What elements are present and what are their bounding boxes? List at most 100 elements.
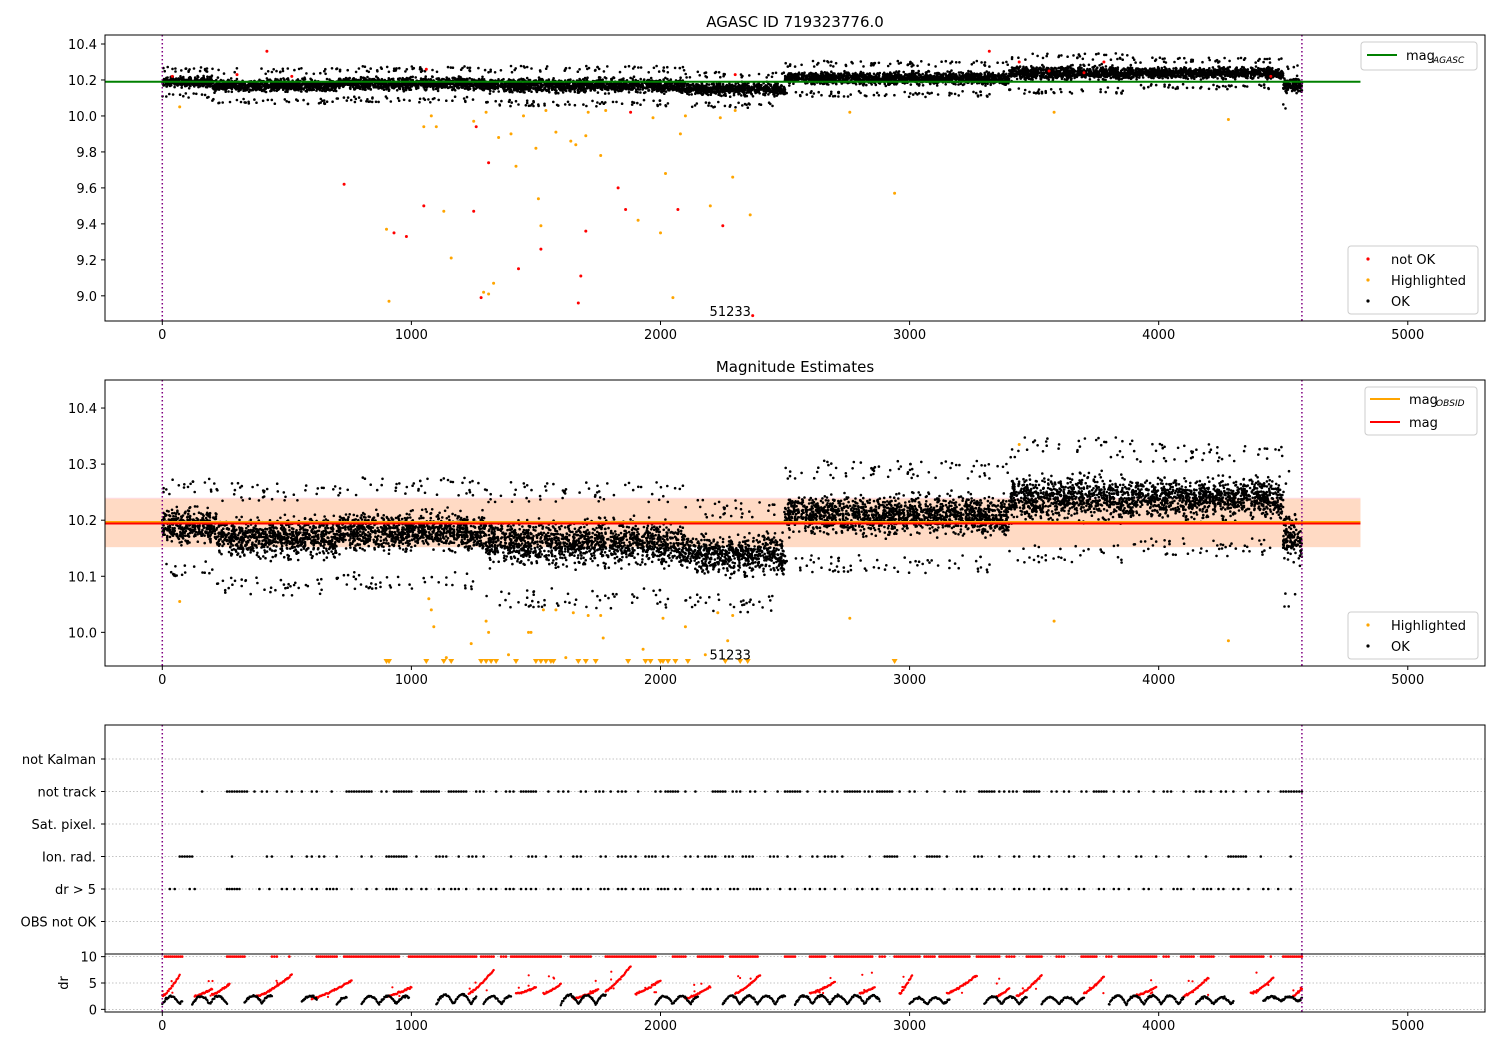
ok-point xyxy=(365,69,369,73)
ok-point xyxy=(718,91,721,95)
ok-point xyxy=(382,88,386,91)
ok-point xyxy=(495,82,498,85)
ok-point xyxy=(655,64,658,68)
ok-point xyxy=(231,83,235,86)
ok-point xyxy=(290,86,294,90)
ok-point xyxy=(211,67,214,71)
ok-point xyxy=(165,85,168,88)
ok-point xyxy=(563,103,567,106)
ok-point xyxy=(944,59,948,63)
ok-point xyxy=(446,78,450,81)
ok-point xyxy=(759,103,763,106)
ok-point xyxy=(211,99,214,102)
ok-point xyxy=(198,69,202,73)
ok-point xyxy=(270,70,274,74)
ok-point xyxy=(377,100,380,104)
ok-point xyxy=(688,76,692,79)
ok-point xyxy=(666,77,669,81)
ok-point xyxy=(432,85,436,89)
ok-point xyxy=(681,65,685,69)
ok-point xyxy=(387,77,391,80)
ok-point xyxy=(611,82,614,86)
ok-point xyxy=(658,99,662,102)
ok-point xyxy=(300,67,303,70)
ok-point xyxy=(420,83,423,86)
ok-point xyxy=(435,70,439,74)
ok-point xyxy=(527,84,530,87)
ok-point xyxy=(497,90,501,93)
ok-point xyxy=(636,90,639,94)
ok-point xyxy=(402,98,406,102)
ok-point xyxy=(466,66,470,70)
ok-point xyxy=(774,71,778,75)
ok-point xyxy=(213,86,216,90)
ok-point xyxy=(613,89,617,92)
ok-point xyxy=(933,72,937,75)
ok-point xyxy=(221,101,224,104)
ok-point xyxy=(182,94,185,98)
ok-point xyxy=(465,95,469,99)
ok-point xyxy=(437,77,441,80)
ok-point xyxy=(573,103,577,107)
ok-point xyxy=(639,84,643,88)
ok-point xyxy=(452,87,456,91)
ok-point xyxy=(603,92,607,95)
ok-point xyxy=(397,77,400,81)
ok-point xyxy=(986,95,989,98)
ok-point xyxy=(172,78,176,82)
ok-point xyxy=(652,99,655,103)
ok-point xyxy=(181,83,185,86)
ok-point xyxy=(437,98,441,102)
ok-point xyxy=(394,83,398,86)
ok-point xyxy=(319,97,323,101)
ok-point xyxy=(771,104,774,108)
ok-point xyxy=(723,72,726,76)
ok-point xyxy=(723,89,727,93)
ok-point xyxy=(634,82,638,86)
ok-point xyxy=(568,66,571,70)
ok-point xyxy=(192,92,195,95)
ok-point xyxy=(423,98,427,102)
ok-point xyxy=(695,102,699,105)
ok-point xyxy=(603,76,607,79)
ok-point xyxy=(579,87,582,90)
ok-point xyxy=(661,87,665,90)
ok-point xyxy=(653,88,656,92)
ok-point xyxy=(163,69,166,73)
ok-point xyxy=(543,86,547,89)
ok-point xyxy=(639,66,643,69)
ok-point xyxy=(774,84,778,88)
ok-point xyxy=(680,86,684,90)
ok-point xyxy=(319,71,322,75)
ok-point xyxy=(559,82,563,86)
ok-point xyxy=(687,83,690,86)
ok-point xyxy=(414,76,418,79)
ok-point xyxy=(585,104,588,108)
ok-point xyxy=(568,103,571,106)
ok-point xyxy=(486,86,489,89)
ok-point xyxy=(615,100,618,104)
ok-point xyxy=(206,75,209,78)
ok-point xyxy=(207,95,210,99)
ok-point xyxy=(595,105,598,108)
ok-point xyxy=(780,84,783,87)
ok-point xyxy=(710,104,713,108)
ok-point xyxy=(731,89,735,93)
ok-point xyxy=(720,94,723,98)
ok-point xyxy=(512,88,516,92)
ok-point xyxy=(284,90,287,93)
ok-point xyxy=(247,100,250,104)
ok-point xyxy=(719,75,722,79)
ok-point xyxy=(394,67,398,71)
ok-point xyxy=(779,86,782,90)
ok-point xyxy=(395,89,399,92)
ok-point xyxy=(940,60,943,63)
ok-point xyxy=(655,89,659,93)
ok-point xyxy=(389,100,393,103)
ok-point xyxy=(820,93,823,97)
ok-point xyxy=(728,89,731,93)
ok-point xyxy=(270,98,274,102)
ok-point xyxy=(741,87,744,90)
ok-point xyxy=(497,85,500,88)
ok-point xyxy=(171,93,175,96)
